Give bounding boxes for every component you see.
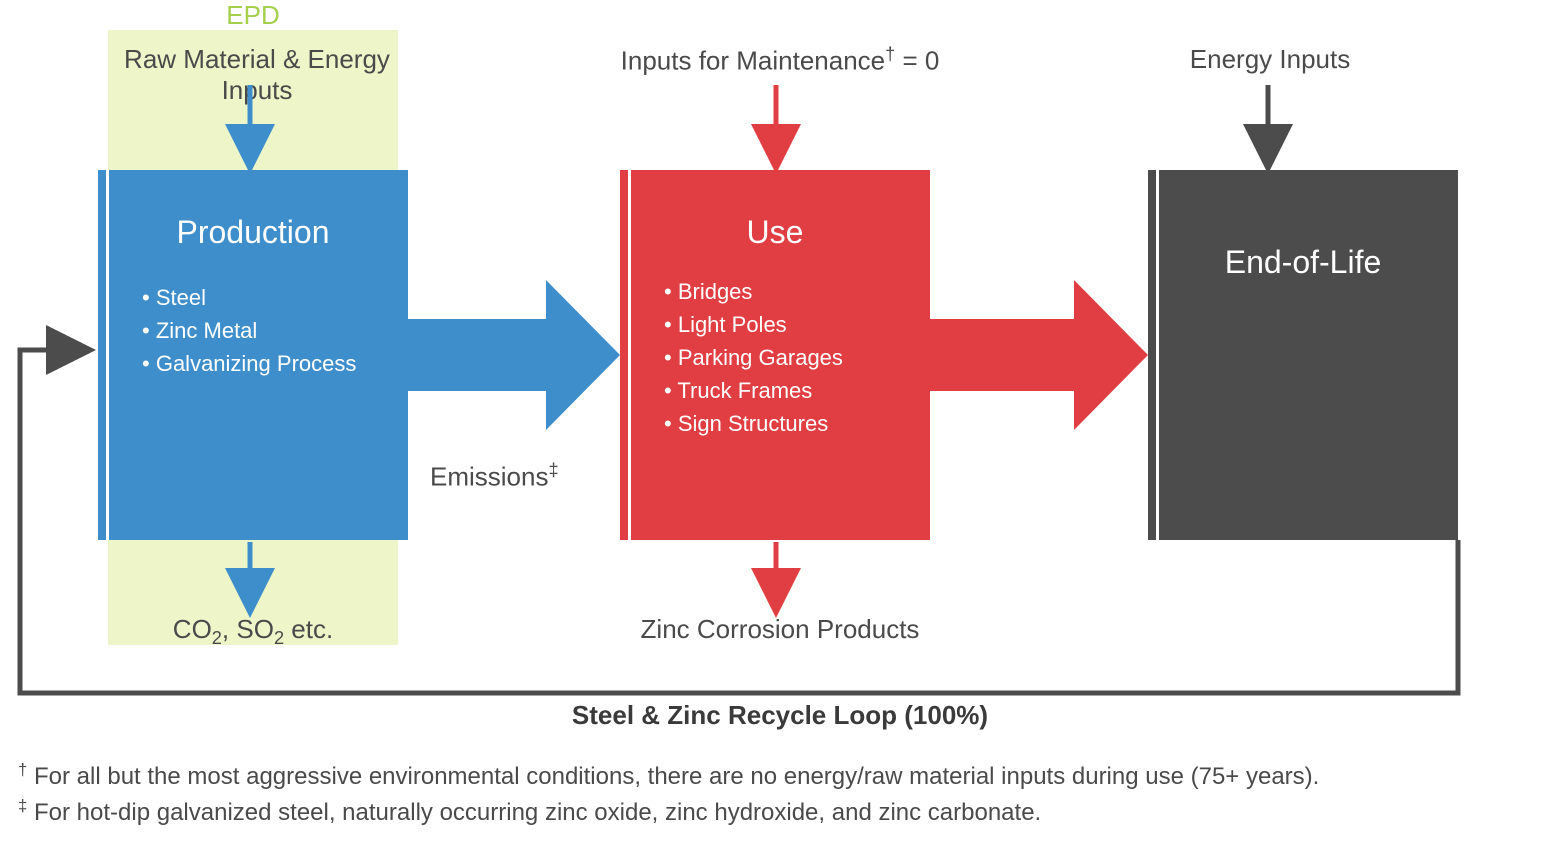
box-list-use: BridgesLight PolesParking GaragesTruck F… (620, 275, 930, 440)
box-eol: End-of-Life (1148, 170, 1458, 540)
box-title-production: Production (98, 214, 408, 251)
big-arrow-prod-use (408, 280, 620, 430)
output-label-production: CO2, SO2 etc. (148, 614, 358, 649)
list-item: Parking Garages (664, 341, 930, 374)
box-stripe (628, 170, 631, 540)
emissions-label: Emissions‡ (430, 460, 590, 493)
output-label-use: Zinc Corrosion Products (630, 614, 930, 645)
list-item: Zinc Metal (142, 314, 408, 347)
list-item: Truck Frames (664, 374, 930, 407)
input-label-production: Raw Material & Energy Inputs (88, 44, 426, 106)
big-arrow-use-eol (930, 280, 1148, 430)
box-production: Production SteelZinc MetalGalvanizing Pr… (98, 170, 408, 540)
diagram-canvas: EPD Raw Material & Energy Inputs Inputs … (0, 0, 1550, 842)
list-item: Sign Structures (664, 407, 930, 440)
input-label-eol: Energy Inputs (1160, 44, 1380, 75)
box-stripe (106, 170, 109, 540)
footnote-ddagger: ‡ For hot-dip galvanized steel, naturall… (18, 796, 1518, 827)
box-title-use: Use (620, 214, 930, 251)
footnote-dagger: † For all but the most aggressive enviro… (18, 760, 1518, 791)
recycle-loop-label: Steel & Zinc Recycle Loop (100%) (520, 700, 1040, 731)
epd-label: EPD (108, 0, 398, 31)
list-item: Galvanizing Process (142, 347, 408, 380)
list-item: Light Poles (664, 308, 930, 341)
box-stripe (1156, 170, 1159, 540)
box-use: Use BridgesLight PolesParking GaragesTru… (620, 170, 930, 540)
box-list-production: SteelZinc MetalGalvanizing Process (98, 281, 408, 380)
list-item: Steel (142, 281, 408, 314)
box-title-eol: End-of-Life (1148, 244, 1458, 281)
input-label-use: Inputs for Maintenance† = 0 (600, 44, 960, 77)
list-item: Bridges (664, 275, 930, 308)
